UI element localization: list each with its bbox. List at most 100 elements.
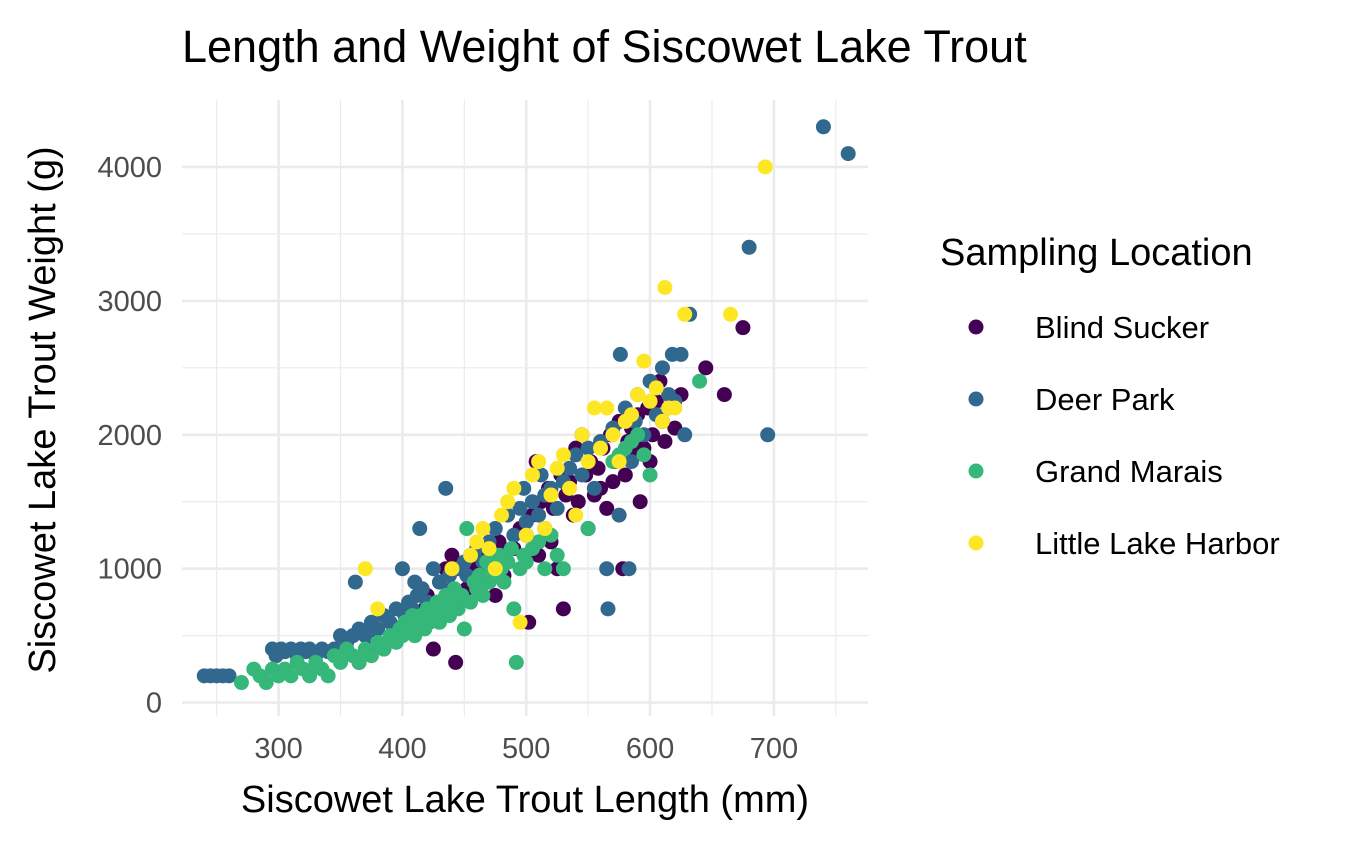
data-point: [716, 387, 732, 403]
data-point: [630, 387, 646, 403]
data-point: [642, 393, 658, 409]
data-point: [636, 447, 652, 463]
data-point: [496, 574, 512, 590]
data-point: [518, 554, 534, 570]
y-axis-title: Siscowet Lake Trout Weight (g): [22, 146, 64, 673]
data-point: [599, 561, 615, 577]
data-point: [444, 561, 460, 577]
data-point: [586, 400, 602, 416]
data-point: [450, 601, 466, 617]
data-point: [677, 306, 693, 322]
data-point: [599, 400, 615, 416]
data-point: [549, 500, 565, 516]
data-point: [493, 507, 509, 523]
data-point: [574, 467, 590, 483]
data-point: [605, 427, 621, 443]
data-point: [524, 494, 540, 510]
legend-key-dot: [968, 535, 984, 551]
legend-key-dot: [968, 463, 984, 479]
data-point: [580, 521, 596, 537]
data-point: [506, 601, 522, 617]
data-point: [723, 306, 739, 322]
x-axis-title: Siscowet Lake Trout Length (mm): [241, 779, 809, 821]
data-point: [617, 467, 633, 483]
data-point: [506, 480, 522, 496]
data-point: [347, 574, 363, 590]
data-point: [586, 480, 602, 496]
data-point: [518, 514, 534, 530]
data-point: [562, 460, 578, 476]
chart-title: Length and Weight of Siscowet Lake Trout: [182, 21, 1027, 72]
legend-item-little-lake-harbor: Little Lake Harbor: [968, 526, 1280, 561]
data-point: [757, 159, 773, 175]
data-point: [524, 467, 540, 483]
data-point: [233, 675, 249, 691]
data-point: [673, 346, 689, 362]
data-point: [500, 554, 516, 570]
series-little-lake-harbor: [357, 159, 773, 630]
data-point: [463, 547, 479, 563]
data-point: [570, 494, 586, 510]
data-point: [549, 547, 565, 563]
data-point: [512, 614, 528, 630]
data-point: [667, 400, 683, 416]
data-point: [600, 601, 616, 617]
data-point: [438, 480, 454, 496]
data-point: [475, 587, 491, 603]
data-point: [444, 547, 460, 563]
legend-key-dot: [968, 391, 984, 407]
data-point: [568, 447, 584, 463]
data-point: [677, 427, 693, 443]
y-tick-label: 2000: [97, 420, 162, 452]
legend-label: Little Lake Harbor: [1035, 526, 1280, 561]
x-tick-label: 300: [254, 733, 302, 765]
data-point: [760, 427, 776, 443]
legend-title: Sampling Location: [940, 232, 1253, 274]
data-point: [537, 521, 553, 537]
data-point: [654, 413, 670, 429]
data-point: [568, 507, 584, 523]
data-point: [487, 521, 503, 537]
data-point: [475, 521, 491, 537]
data-point: [531, 454, 547, 470]
legend-item-grand-marais: Grand Marais: [968, 454, 1223, 489]
data-point: [487, 561, 503, 577]
x-tick-label: 600: [626, 733, 674, 765]
data-point: [414, 581, 430, 597]
data-point: [463, 594, 479, 610]
legend-label: Deer Park: [1035, 382, 1175, 417]
data-point: [574, 427, 590, 443]
data-point: [370, 621, 386, 637]
data-point: [487, 587, 503, 603]
data-point: [508, 654, 524, 670]
y-tick-label: 0: [146, 688, 162, 720]
data-point: [632, 494, 648, 510]
data-point: [357, 561, 373, 577]
data-point: [425, 561, 441, 577]
data-point: [376, 641, 392, 657]
data-point: [506, 527, 522, 543]
x-tick-label: 700: [750, 733, 798, 765]
axis-ticks: 300 400 500 600 700 0 1000 2000 3000 4000: [97, 152, 798, 765]
data-point: [692, 373, 708, 389]
data-point: [537, 561, 553, 577]
data-point: [258, 675, 274, 691]
legend-label: Grand Marais: [1035, 454, 1223, 489]
data-point: [481, 541, 497, 557]
data-point: [698, 360, 714, 376]
data-point: [459, 521, 475, 537]
data-point: [580, 454, 596, 470]
data-point: [370, 601, 386, 617]
data-point: [623, 407, 639, 423]
legend-key-dot: [968, 319, 984, 335]
data-point: [654, 360, 670, 376]
data-point: [599, 500, 615, 516]
data-point: [512, 500, 528, 516]
data-point: [518, 527, 534, 543]
data-point: [549, 460, 565, 476]
data-point: [425, 641, 441, 657]
data-point: [555, 561, 571, 577]
data-point: [555, 447, 571, 463]
